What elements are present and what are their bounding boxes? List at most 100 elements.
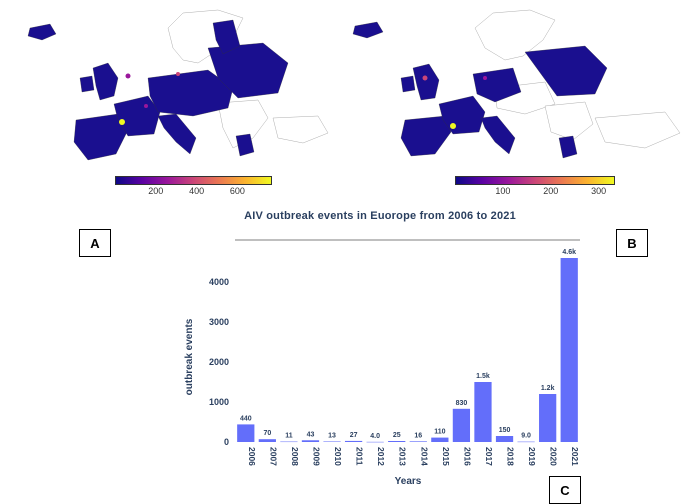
y-tick-label: 0 — [224, 437, 229, 447]
map-a-ireland — [79, 75, 95, 93]
map-a-hotspot — [119, 119, 125, 125]
data-label: 1.2k — [541, 385, 555, 392]
x-tick-label: 2011 — [355, 447, 365, 466]
map-a-central — [147, 69, 234, 117]
x-tick-label: 2016 — [462, 447, 472, 466]
map-a-east — [207, 42, 289, 99]
y-tick-label: 1000 — [209, 397, 229, 407]
data-label: 110 — [434, 429, 445, 436]
map-b-iberia — [400, 115, 452, 157]
bar-2006 — [237, 424, 255, 442]
bar-2015 — [431, 437, 449, 442]
map-a-uk — [92, 62, 119, 101]
map-b-region-mid — [483, 76, 487, 80]
x-tick-label: 2015 — [441, 447, 451, 466]
map-a-turkey — [272, 115, 329, 144]
y-ticks-group: 0 1000 2000 3000 4000 — [209, 277, 229, 447]
bar-2019 — [517, 441, 535, 443]
bar-2009 — [301, 440, 320, 442]
map-b-iceland — [352, 21, 384, 39]
data-label: 150 — [499, 427, 511, 434]
data-label: 70 — [263, 430, 271, 437]
data-label: 4.6k — [562, 249, 576, 256]
x-tick-label: 2021 — [570, 447, 580, 466]
map-b-scandinavia — [474, 9, 556, 61]
y-tick-label: 3000 — [209, 317, 229, 327]
bar-2018 — [495, 436, 514, 442]
bar-2013 — [388, 441, 406, 442]
map-b-ireland — [400, 75, 416, 93]
panel-label-b: B — [616, 229, 648, 257]
colorbar-a-gradient — [115, 176, 272, 185]
bars-group — [237, 258, 578, 443]
map-a-balkans — [217, 99, 269, 149]
map-a-region-mid — [176, 72, 180, 76]
bar-2011 — [344, 440, 363, 442]
bar-2021 — [560, 258, 578, 442]
colorbar-b: 100 200 300 — [455, 176, 620, 198]
bar-chart: 0 1000 2000 3000 4000 2006 2007 2008 2009 2010 20… — [184, 239, 580, 487]
colorbar-a-tick: 200 — [148, 186, 164, 196]
map-b-uk — [412, 63, 440, 101]
data-label: 13 — [328, 432, 336, 439]
x-tick-label: 2009 — [311, 447, 321, 466]
bar-2010 — [323, 441, 341, 442]
colorbar-b-tick: 300 — [591, 186, 607, 196]
y-tick-label: 4000 — [209, 277, 229, 287]
data-label: 43 — [307, 431, 315, 438]
x-tick-label: 2017 — [484, 447, 494, 466]
map-a-region-mid — [144, 104, 148, 108]
europe-map-a — [27, 9, 329, 161]
data-label: 830 — [456, 400, 468, 407]
x-tick-label: 2018 — [506, 447, 516, 466]
y-axis-label: outbreak events — [184, 318, 195, 395]
map-a-france — [113, 95, 161, 137]
map-b-italy — [480, 115, 516, 155]
bar-2017 — [474, 382, 492, 442]
colorbar-a: 200 400 600 — [115, 176, 275, 198]
colorbar-a-tick: 600 — [229, 186, 245, 196]
bar-2014 — [409, 441, 427, 442]
x-tick-label: 2007 — [268, 447, 278, 466]
x-axis-label: Years — [395, 476, 422, 487]
data-label: 440 — [240, 415, 252, 422]
y-tick-label: 2000 — [209, 357, 229, 367]
europe-map-b — [352, 9, 681, 159]
bar-2020 — [539, 394, 557, 442]
panel-label-a: A — [79, 229, 111, 257]
x-tick-label: 2008 — [290, 447, 300, 466]
x-tick-label: 2019 — [527, 447, 537, 466]
map-b-balkans — [544, 101, 594, 141]
data-label: 25 — [393, 432, 401, 439]
bar-2008 — [280, 441, 298, 443]
map-a-iceland — [27, 23, 57, 41]
x-labels-group: 2006 2007 2008 2009 2010 2011 2012 2013 2014 2015… — [247, 447, 580, 466]
map-b-region-mid — [422, 75, 428, 81]
bar-2016 — [452, 408, 471, 442]
data-label: 27 — [350, 432, 358, 439]
colorbar-a-tick: 400 — [189, 186, 205, 196]
colorbar-b-gradient — [455, 176, 615, 185]
colorbar-b-tick: 200 — [543, 186, 559, 196]
map-b-east — [524, 45, 608, 97]
x-tick-label: 2010 — [333, 447, 343, 466]
chart-title: AIV outbreak events in Euorope from 2006… — [244, 210, 516, 222]
map-b-greece — [558, 135, 578, 159]
map-a-italy — [157, 113, 197, 155]
data-label: 9.0 — [521, 433, 531, 440]
data-label: 4.0 — [370, 433, 380, 440]
x-tick-label: 2013 — [398, 447, 408, 466]
map-a-region-mid — [125, 73, 131, 79]
map-a-greece — [235, 133, 255, 157]
map-b-hotspot — [450, 123, 456, 129]
data-label: 11 — [285, 433, 293, 440]
x-tick-label: 2006 — [247, 447, 257, 466]
map-a-finland — [212, 19, 241, 55]
bar-2007 — [258, 439, 276, 442]
map-b-turkey — [594, 111, 681, 149]
data-label: 1.5k — [476, 373, 490, 380]
x-tick-label: 2014 — [419, 447, 429, 466]
x-tick-label: 2020 — [549, 447, 559, 466]
bar-2012 — [366, 441, 384, 443]
data-labels-group: 440 70 11 43 13 27 4.0 25 16 110 830 1.5k 150 9.0 1.2k… — [240, 249, 576, 440]
